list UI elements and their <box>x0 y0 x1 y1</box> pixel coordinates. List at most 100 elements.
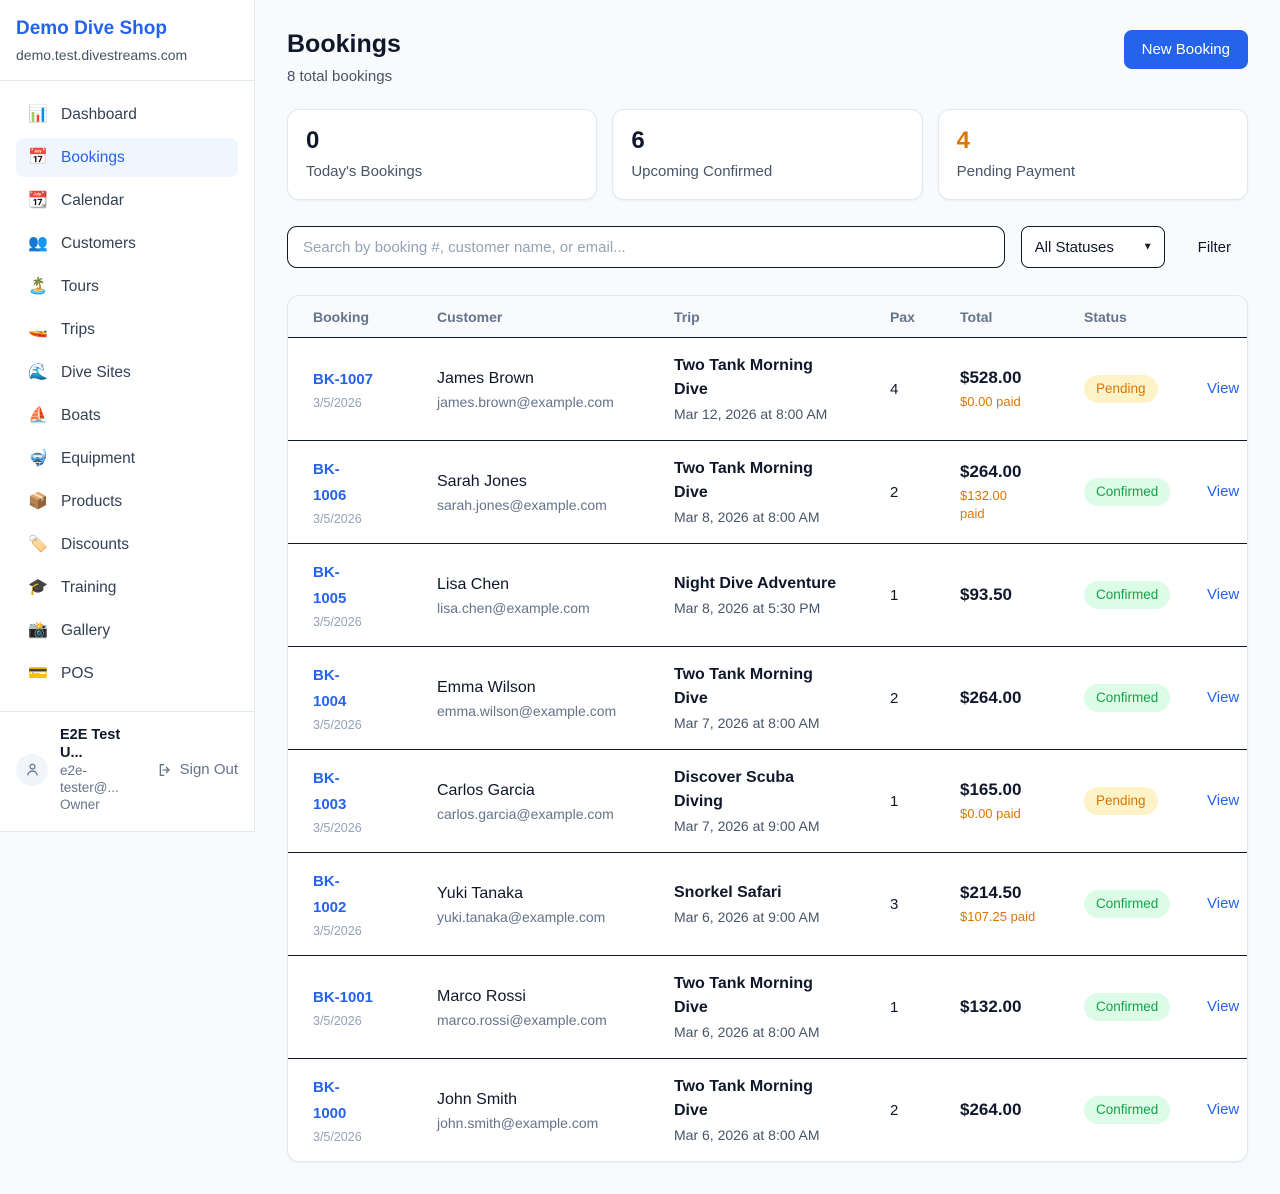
total-amount: $528.00 <box>960 368 1022 387</box>
sidebar-item-label: Discounts <box>61 536 130 553</box>
sidebar-item-label: Products <box>61 493 123 510</box>
equipment-icon: 🤿 <box>28 449 48 467</box>
booking-id-link[interactable]: BK- 1002 <box>313 873 347 916</box>
table-header: Booking Customer Trip Pax Total Status <box>288 296 1247 338</box>
sidebar-item-pos[interactable]: 💳 POS <box>16 654 238 693</box>
total-amount: $214.50 <box>960 883 1022 902</box>
booking-row-bk-1003: BK- 1003 3/5/2026 Carlos Garcia carlos.g… <box>288 749 1247 853</box>
customer-email: yuki.tanaka@example.com <box>437 908 606 925</box>
booking-id-link[interactable]: BK-1001 <box>313 989 374 1006</box>
customer-email: sarah.jones@example.com <box>437 496 607 513</box>
table-body: BK-1007 3/5/2026 James Brown james.brown… <box>288 338 1247 1161</box>
pax-count: 3 <box>878 852 948 956</box>
sidebar-item-dive-sites[interactable]: 🌊 Dive Sites <box>16 353 238 392</box>
col-header-booking: Booking <box>288 296 425 338</box>
view-booking-link[interactable]: View <box>1207 792 1240 809</box>
person-icon <box>26 763 38 776</box>
total-bookings-count: 8 total bookings <box>287 68 393 85</box>
view-booking-link[interactable]: View <box>1207 1101 1240 1118</box>
customer-email: james.brown@example.com <box>437 393 614 410</box>
new-booking-button[interactable]: New Booking <box>1123 30 1248 69</box>
status-badge: Pending <box>1084 375 1158 403</box>
view-booking-link[interactable]: View <box>1207 586 1240 603</box>
sidebar-item-discounts[interactable]: 🏷️ Discounts <box>16 525 238 564</box>
booking-id-link[interactable]: BK- 1003 <box>313 770 347 813</box>
sidebar-item-products[interactable]: 📦 Products <box>16 482 238 521</box>
sidebar-item-bookings[interactable]: 📅 Bookings <box>16 138 238 177</box>
status-badge: Confirmed <box>1084 478 1171 506</box>
view-booking-link[interactable]: View <box>1207 689 1240 706</box>
booking-row-bk-1007: BK-1007 3/5/2026 James Brown james.brown… <box>288 338 1247 441</box>
trip-datetime: Mar 7, 2026 at 9:00 AM <box>674 818 820 834</box>
sidebar-item-customers[interactable]: 👥 Customers <box>16 224 238 263</box>
status-badge: Pending <box>1084 787 1158 815</box>
sidebar-item-equipment[interactable]: 🤿 Equipment <box>16 439 238 478</box>
col-header-total: Total <box>948 296 1072 338</box>
stat-label-today: Today's Bookings <box>306 163 423 180</box>
customer-name: Emma Wilson <box>437 678 536 696</box>
customer-name: Sarah Jones <box>437 472 527 490</box>
view-booking-link[interactable]: View <box>1207 483 1240 500</box>
trip-datetime: Mar 6, 2026 at 8:00 AM <box>674 1024 820 1040</box>
bookings-table-card: Booking Customer Trip Pax Total Status <box>287 295 1248 1162</box>
sidebar-item-label: Trips <box>61 321 95 338</box>
booking-created-date: 3/5/2026 <box>313 1014 362 1028</box>
boats-icon: ⛵ <box>28 406 48 424</box>
trip-datetime: Mar 6, 2026 at 9:00 AM <box>674 909 820 925</box>
main-content: Bookings 8 total bookings New Booking 0 … <box>255 0 1280 1194</box>
view-booking-link[interactable]: View <box>1207 380 1240 397</box>
booking-row-bk-1001: BK-1001 3/5/2026 Marco Rossi marco.rossi… <box>288 955 1247 1059</box>
sidebar-item-label: Training <box>61 579 117 596</box>
sidebar-item-label: Tours <box>61 278 99 295</box>
booking-row-bk-1006: BK- 1006 3/5/2026 Sarah Jones sarah.jone… <box>288 440 1247 544</box>
sign-out-button[interactable]: Sign Out <box>157 761 238 778</box>
pax-count: 2 <box>878 440 948 544</box>
stat-card-pending-payment: 4 Pending Payment <box>937 109 1248 200</box>
filter-button[interactable]: Filter <box>1181 239 1248 256</box>
sidebar-nav: 📊 Dashboard 📅 Bookings 📆 Calendar 👥 Cust… <box>0 81 254 711</box>
booking-id-link[interactable]: BK-1007 <box>313 371 374 388</box>
sidebar-item-training[interactable]: 🎓 Training <box>16 568 238 607</box>
customer-name: Carlos Garcia <box>437 781 535 799</box>
pax-count: 1 <box>878 955 948 1059</box>
view-booking-link[interactable]: View <box>1207 998 1240 1015</box>
customer-name: Marco Rossi <box>437 987 526 1005</box>
view-booking-link[interactable]: View <box>1207 895 1240 912</box>
booking-id-link[interactable]: BK- 1006 <box>313 461 347 504</box>
booking-id-link[interactable]: BK- 1000 <box>313 1079 347 1122</box>
sidebar-item-gallery[interactable]: 📸 Gallery <box>16 611 238 650</box>
status-badge: Confirmed <box>1084 1096 1171 1124</box>
sidebar-item-boats[interactable]: ⛵ Boats <box>16 396 238 435</box>
sidebar-item-dashboard[interactable]: 📊 Dashboard <box>16 95 238 134</box>
customer-email: john.smith@example.com <box>437 1114 599 1131</box>
sidebar-item-trips[interactable]: 🚤 Trips <box>16 310 238 349</box>
sidebar-item-calendar[interactable]: 📆 Calendar <box>16 181 238 220</box>
booking-id-link[interactable]: BK- 1004 <box>313 667 347 710</box>
booking-created-date: 3/5/2026 <box>313 396 362 410</box>
sidebar-item-label: Calendar <box>61 192 124 209</box>
customer-email: carlos.garcia@example.com <box>437 805 614 822</box>
sidebar-item-label: POS <box>61 665 94 682</box>
booking-created-date: 3/5/2026 <box>313 821 362 835</box>
sidebar-item-label: Dashboard <box>61 106 137 123</box>
booking-row-bk-1000: BK- 1000 3/5/2026 John Smith john.smith@… <box>288 1058 1247 1161</box>
stat-card-todays-bookings: 0 Today's Bookings <box>287 109 598 200</box>
booking-id-link[interactable]: BK- 1005 <box>313 564 347 607</box>
page-title: Bookings <box>287 30 401 58</box>
col-header-trip: Trip <box>662 296 878 338</box>
pax-count: 4 <box>890 380 899 398</box>
trip-name: Discover Scuba Diving <box>674 769 795 810</box>
user-info: E2E Test U... e2e-tester@... Owner <box>60 726 145 813</box>
stat-value-pending: 4 <box>956 127 971 154</box>
booking-created-date: 3/5/2026 <box>313 924 362 938</box>
shop-domain: demo.test.divestreams.com <box>16 47 188 63</box>
status-filter-select[interactable]: All Statuses <box>1020 226 1165 268</box>
search-input[interactable] <box>287 226 1005 268</box>
status-badge: Confirmed <box>1084 890 1171 918</box>
col-header-pax: Pax <box>878 296 948 338</box>
booking-created-date: 3/5/2026 <box>313 512 362 526</box>
sidebar-item-tours[interactable]: 🏝️ Tours <box>16 267 238 306</box>
user-role: Owner <box>60 797 100 812</box>
paid-amount: $107.25 paid <box>960 909 1036 924</box>
